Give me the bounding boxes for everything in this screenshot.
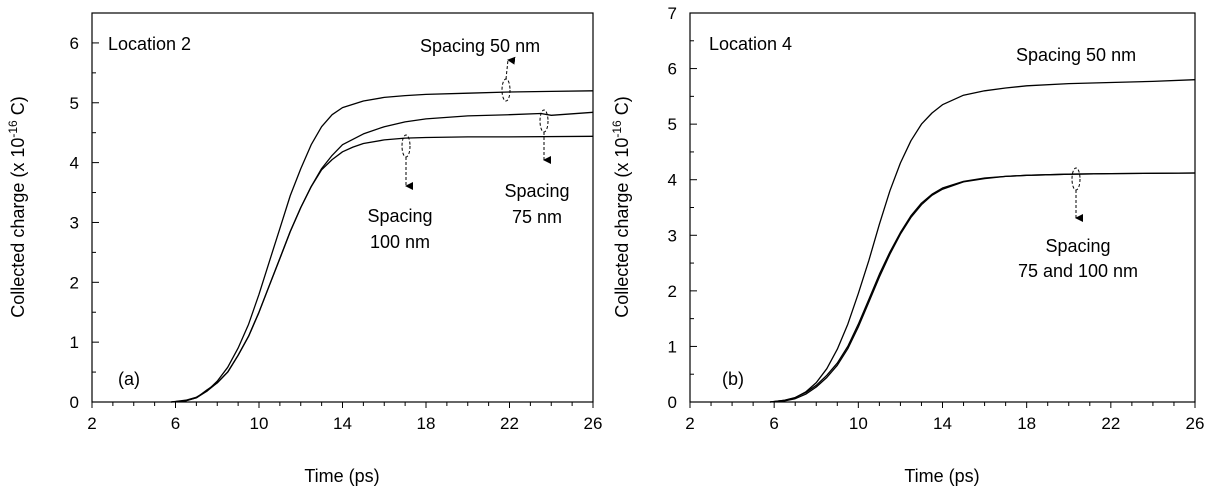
series-marker-ellipse [1071,167,1081,191]
series-line-3 [769,172,1196,403]
annotation-spacing-100-line1: Spacing [367,206,432,226]
location-label: Location 4 [709,34,792,54]
x-tick-label: 14 [933,414,952,433]
series-marker-ellipse [539,109,549,133]
annotation-spacing-75-100-line1: Spacing [1045,236,1110,256]
y-tick-label: 0 [70,393,79,412]
series-line-1 [769,79,1196,403]
y-tick-label: 4 [70,154,79,173]
series-group [171,90,594,403]
y-tick-label: 2 [668,282,677,301]
series-line-3 [171,135,594,403]
y-tick-label: 4 [668,171,677,190]
x-tick-label: 26 [584,414,603,433]
x-tick-label: 22 [500,414,519,433]
plot-frame [689,12,1196,403]
annotation-spacing-50: Spacing 50 nm [420,36,540,56]
ylabel-exponent: -16 [6,120,20,138]
series-line-2 [769,172,1196,403]
y-tick-label: 2 [70,273,79,292]
y-tick-label: 3 [70,213,79,232]
x-tick-label: 14 [333,414,352,433]
annotation-spacing-75-line1: Spacing [504,181,569,201]
series-line-1 [171,90,594,403]
x-tick-label: 18 [417,414,436,433]
x-tick-label: 22 [1101,414,1120,433]
ylabel-prefix: Collected charge (x 10 [612,138,632,318]
location-label: Location 2 [108,34,191,54]
ylabel-exponent: -16 [610,120,624,138]
axis-title-x: Time (ps) [304,466,379,486]
x-tick-label: 10 [849,414,868,433]
axis-title-y: Collected charge (x 10-16 C) [610,96,632,317]
y-tick-label: 0 [668,393,677,412]
series-marker-ellipse [501,78,511,102]
annotation-spacing-100-line2: 100 nm [370,232,430,252]
x-tick-label: 2 [87,414,96,433]
annotation-spacing-75-100-line2: 75 and 100 nm [1018,261,1138,281]
x-tick-label: 2 [685,414,694,433]
y-tick-label: 3 [668,226,677,245]
y-tick-label: 7 [668,4,677,23]
y-tick-label: 5 [70,94,79,113]
x-tick-label: 6 [171,414,180,433]
y-tick-label: 5 [668,115,677,134]
y-tick-label: 6 [668,60,677,79]
panel-label: (b) [722,369,744,389]
ylabel-prefix: Collected charge (x 10 [8,138,28,318]
ylabel-suffix: C) [8,96,28,120]
x-tick-label: 10 [250,414,269,433]
panel-label: (a) [118,369,140,389]
x-tick-label: 26 [1186,414,1205,433]
series-group [769,79,1196,403]
axis-title-y: Collected charge (x 10-16 C) [6,96,28,317]
series-line-2 [171,111,594,403]
x-tick-label: 6 [769,414,778,433]
y-tick-label: 1 [70,333,79,352]
annotation-spacing-50: Spacing 50 nm [1016,45,1136,65]
annotation-arrow [505,56,516,80]
x-tick-label: 18 [1017,414,1036,433]
ylabel-suffix: C) [612,96,632,120]
annotation-spacing-75-line2: 75 nm [512,207,562,227]
y-tick-label: 6 [70,34,79,53]
y-tick-label: 1 [668,337,677,356]
axis-title-x: Time (ps) [904,466,979,486]
